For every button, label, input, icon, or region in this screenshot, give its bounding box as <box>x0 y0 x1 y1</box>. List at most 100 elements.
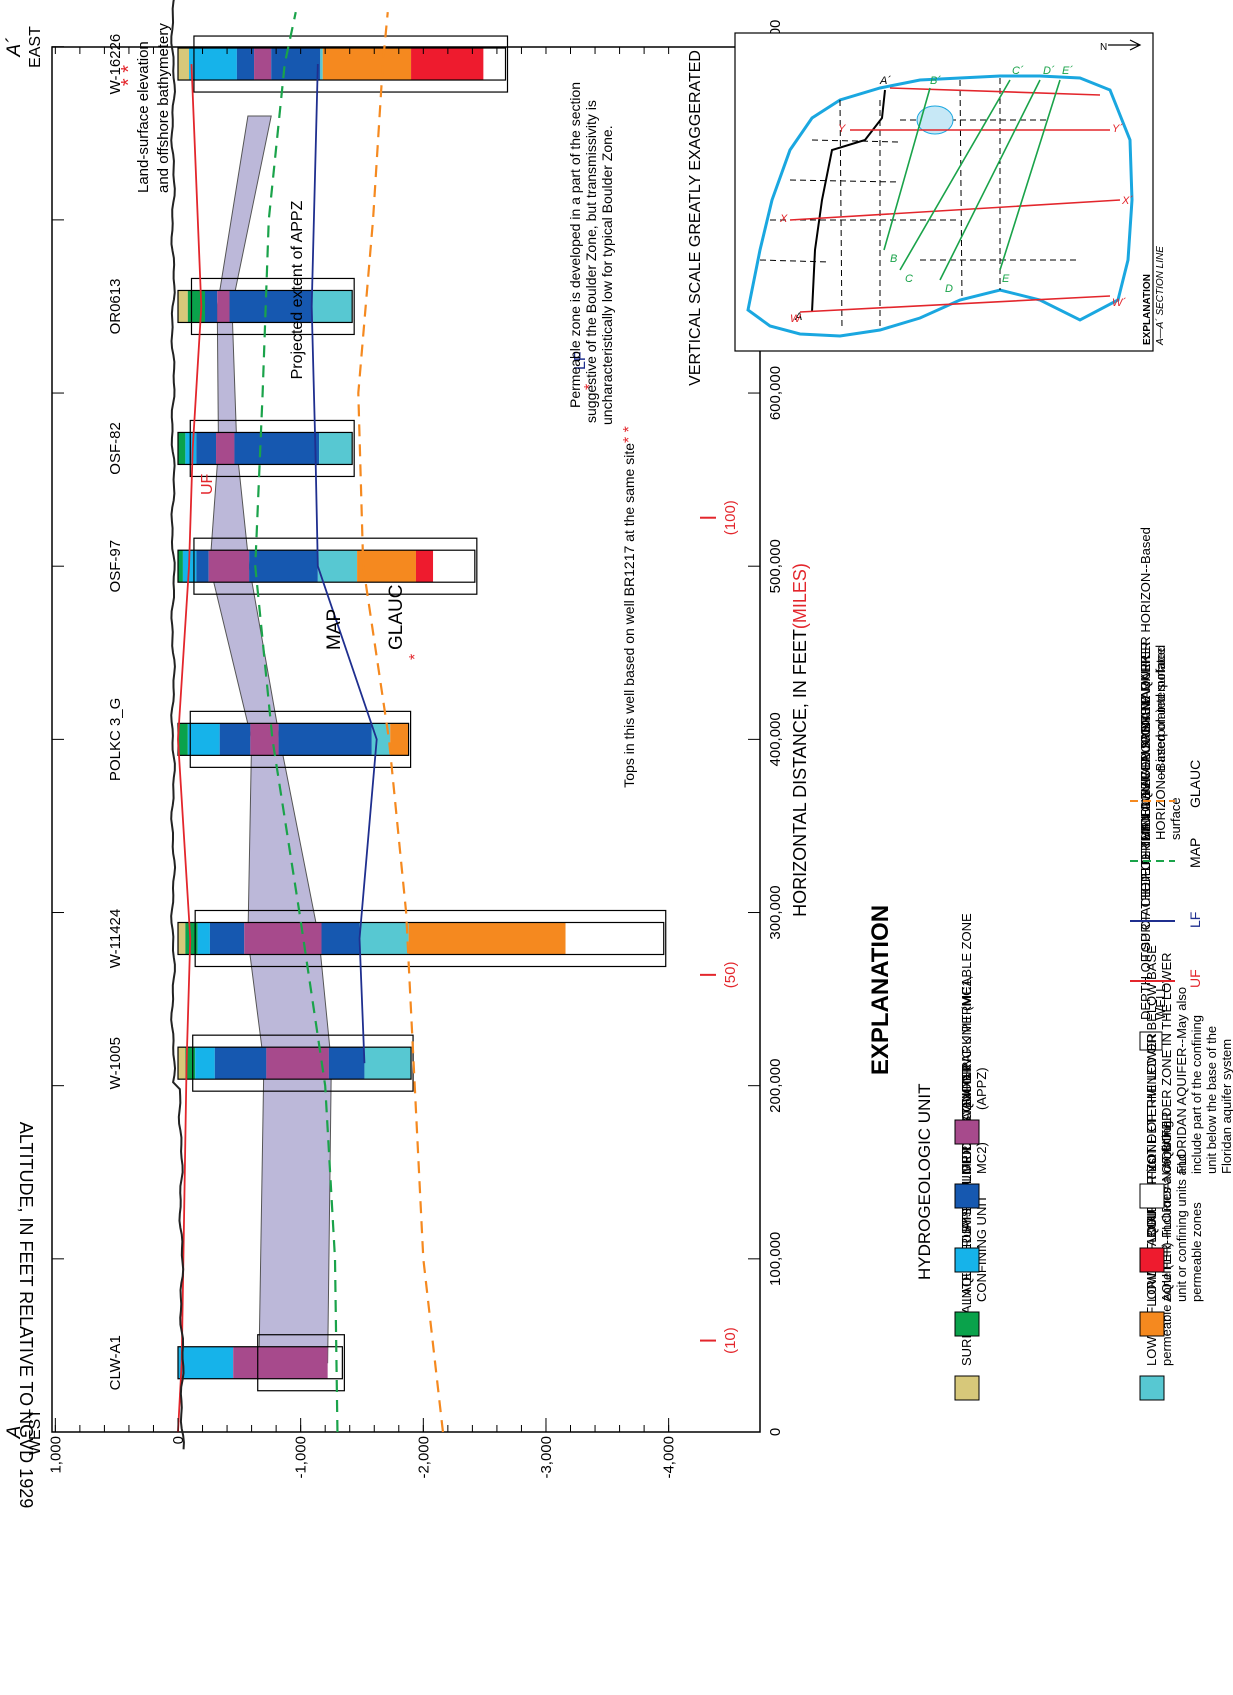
lf-line <box>310 64 378 1064</box>
legend-symbol-text: LF <box>1187 912 1203 928</box>
legend-swatch-middle <box>954 1183 980 1209</box>
well-segment <box>244 922 322 955</box>
legend-label-line: AVON PARK PERMEABLE ZONE <box>959 913 974 1110</box>
inset-label-w: W <box>790 313 802 325</box>
w16226-stars: * * <box>118 65 140 86</box>
legend-line-label-line: TOP OF THE LOWER FLORIDAN AQUIFER <box>1138 641 1153 900</box>
inset-label-x-prime: X´ <box>1121 195 1133 207</box>
well-segment <box>178 1047 186 1080</box>
ground-layer <box>170 0 185 1450</box>
well-depth-box <box>190 277 355 336</box>
legend-symbol-text: MAP <box>1187 838 1203 868</box>
y-axis-title: ALTITUDE, IN FEET RELATIVE TO NGVD 1929 <box>16 1122 36 1508</box>
legend-swatch-appz <box>954 1119 980 1145</box>
well-segment <box>214 1047 267 1080</box>
well-depth-box <box>257 1334 345 1392</box>
well-segment <box>187 723 220 756</box>
legend-label-line: Floridan aquifer system <box>1219 1039 1233 1174</box>
mile-label: (100) <box>722 500 739 535</box>
glauc-label: GLAUC <box>386 585 407 650</box>
label-end: A´ <box>4 37 25 58</box>
lf-label: LF <box>572 351 589 370</box>
inset-section-lines-wxy <box>789 87 1121 313</box>
legend-label-line: OF BOULDER ZONE IN THE LOWER <box>1159 952 1174 1174</box>
map-label: MAP <box>324 609 345 650</box>
well-segment <box>178 48 190 81</box>
ticks-layer: 1,000 0 -1,000 -2,000 -3,000 -4,000 0 100,000 20… <box>47 20 784 1479</box>
well-segment <box>209 922 245 955</box>
mile-label: (50) <box>722 962 739 989</box>
osf97-star: * <box>407 654 424 660</box>
well-depth-box <box>193 537 478 595</box>
legend-label-line: include part of the confining <box>1189 1015 1204 1174</box>
well-name-label: W-16226 <box>107 34 124 95</box>
inset-section-lines-bcde <box>883 79 1061 281</box>
inset-label-b: B <box>890 253 897 265</box>
well-segment <box>254 48 272 81</box>
well-segment <box>271 48 321 81</box>
legend-line-label-line: surface <box>1168 797 1183 840</box>
legend-label-line: MC2) <box>974 1142 989 1174</box>
well-segment <box>433 550 475 583</box>
note1-line1: Permeable zone is developed in a part of… <box>567 82 583 408</box>
legend-swatch-lfa <box>1139 1311 1165 1337</box>
glauc-line <box>357 11 445 1433</box>
legend-label-line: CONFINING UNIT <box>974 1195 989 1302</box>
well-segment <box>178 290 188 323</box>
ground-label-2: and offshore bathymetery <box>155 23 172 193</box>
well-segment <box>317 550 358 583</box>
well-name-label: CLW-A1 <box>107 1335 124 1390</box>
well-segment <box>319 432 353 465</box>
y-tick-label: -3,000 <box>538 1436 555 1479</box>
well-name-label: OSF-97 <box>107 540 124 593</box>
well-segment <box>328 1047 365 1080</box>
legend-symbol-depth <box>1139 1031 1163 1051</box>
well-segment <box>178 723 188 756</box>
legend-symbol-text: GLAUC <box>1187 760 1203 808</box>
legend-label-line: unit below the base of the <box>1204 1026 1219 1174</box>
y-tick-label: 1,000 <box>47 1436 64 1474</box>
y-tick-label: -1,000 <box>293 1436 310 1479</box>
legend-label-line: unit or confining units and <box>1174 1154 1189 1302</box>
direction-end: EAST <box>27 26 44 68</box>
inset-caption: A—A´ SECTION LINE <box>1154 246 1166 346</box>
legend-swatch-lfl <box>1139 1375 1165 1401</box>
well-segment <box>411 48 484 81</box>
mile-label: (10) <box>722 1327 739 1354</box>
well-segment <box>178 1346 234 1379</box>
well-segment <box>311 290 353 323</box>
legend-line-label-line: DEPTH OF SURFACE DETERMINED IN <box>1138 783 1153 1020</box>
well-segment <box>249 550 318 583</box>
well-name-label: W-1005 <box>107 1037 124 1089</box>
x-tick-label: 200,000 <box>767 1059 784 1113</box>
legend-line-label-line: TOP OF THE FLORIDAN AQUIFER SYSTEM <box>1138 696 1153 960</box>
well-segment <box>357 550 416 583</box>
x-axis-title-main: HORIZONTAL DISTANCE, IN FEET <box>790 629 810 917</box>
legend-title: EXPLANATION <box>867 905 894 1075</box>
well-outline <box>177 47 507 81</box>
legend-subtitle: HYDROGEOLOGIC UNIT <box>915 1084 934 1280</box>
legend-label-appz: AVON PARK PERMEABLE ZONE(APPZ) <box>959 913 989 1110</box>
legend-line-label-line: MIDDLE AVON PARK MARKER <box>1138 655 1153 840</box>
well-segment <box>189 48 237 81</box>
legend-line-label: MIDDLE AVON PARK MARKERHORIZON--Based on… <box>1138 645 1183 840</box>
note1-line2: suggestive of the Boulder Zone, but tran… <box>583 100 599 423</box>
note1-star: * <box>582 384 599 390</box>
well-segment <box>234 432 320 465</box>
well-segment <box>266 1047 329 1080</box>
well-segment <box>408 922 566 955</box>
note2-stars: * * <box>621 426 638 443</box>
well-segment <box>178 922 186 955</box>
legend-line-label-line: on interpolated surface <box>1153 648 1168 780</box>
legend-label-line: (APPZ) <box>974 1067 989 1110</box>
ground-label-1: Land-surface elevation <box>135 41 152 193</box>
note1-line3: uncharacteristically low for typical Bou… <box>599 125 615 425</box>
well-segment <box>359 922 409 955</box>
legend-line-label-line: WELL <box>1153 985 1168 1020</box>
land-surface-line <box>170 0 185 1450</box>
well-segment <box>196 550 209 583</box>
note2-text: Tops in this well based on well BR1217 a… <box>621 443 637 788</box>
well-depth-box <box>193 35 509 93</box>
